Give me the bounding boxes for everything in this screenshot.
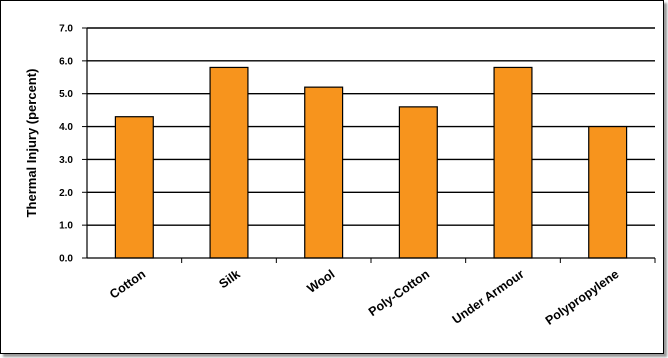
y-tick-label: 3.0 <box>59 155 73 166</box>
gridlines <box>87 27 655 226</box>
x-tick-label: Cotton <box>107 267 148 302</box>
bar <box>493 66 533 259</box>
bar <box>304 86 344 259</box>
bar <box>114 116 154 259</box>
y-tick-label: 0.0 <box>59 254 73 265</box>
y-axis-label: Thermal Injury (percent) <box>24 69 39 218</box>
x-tick-label: Silk <box>216 267 242 291</box>
x-tick-label: Under Armour <box>450 267 527 327</box>
axes <box>82 27 656 263</box>
y-tick-label: 4.0 <box>59 122 73 133</box>
y-tick-labels: 0.0 1.0 2.0 3.0 4.0 5.0 6.0 7.0 <box>59 24 73 265</box>
y-tick-label: 2.0 <box>59 188 73 199</box>
y-tick-label: 5.0 <box>59 89 73 100</box>
bar <box>588 125 628 259</box>
x-tick-labels: Cotton Silk Wool Poly-Cotton Under Armour Pol… <box>107 267 621 328</box>
bar <box>398 106 438 259</box>
y-tick-label: 7.0 <box>59 24 73 35</box>
bar <box>209 66 249 259</box>
x-tick-label: Wool <box>305 267 338 296</box>
y-tick-label: 1.0 <box>59 221 73 232</box>
bars <box>114 66 628 259</box>
y-tick-label: 6.0 <box>59 56 73 67</box>
x-tick-label: Polypropylene <box>543 267 622 328</box>
x-tick-label: Poly-Cotton <box>366 267 432 319</box>
